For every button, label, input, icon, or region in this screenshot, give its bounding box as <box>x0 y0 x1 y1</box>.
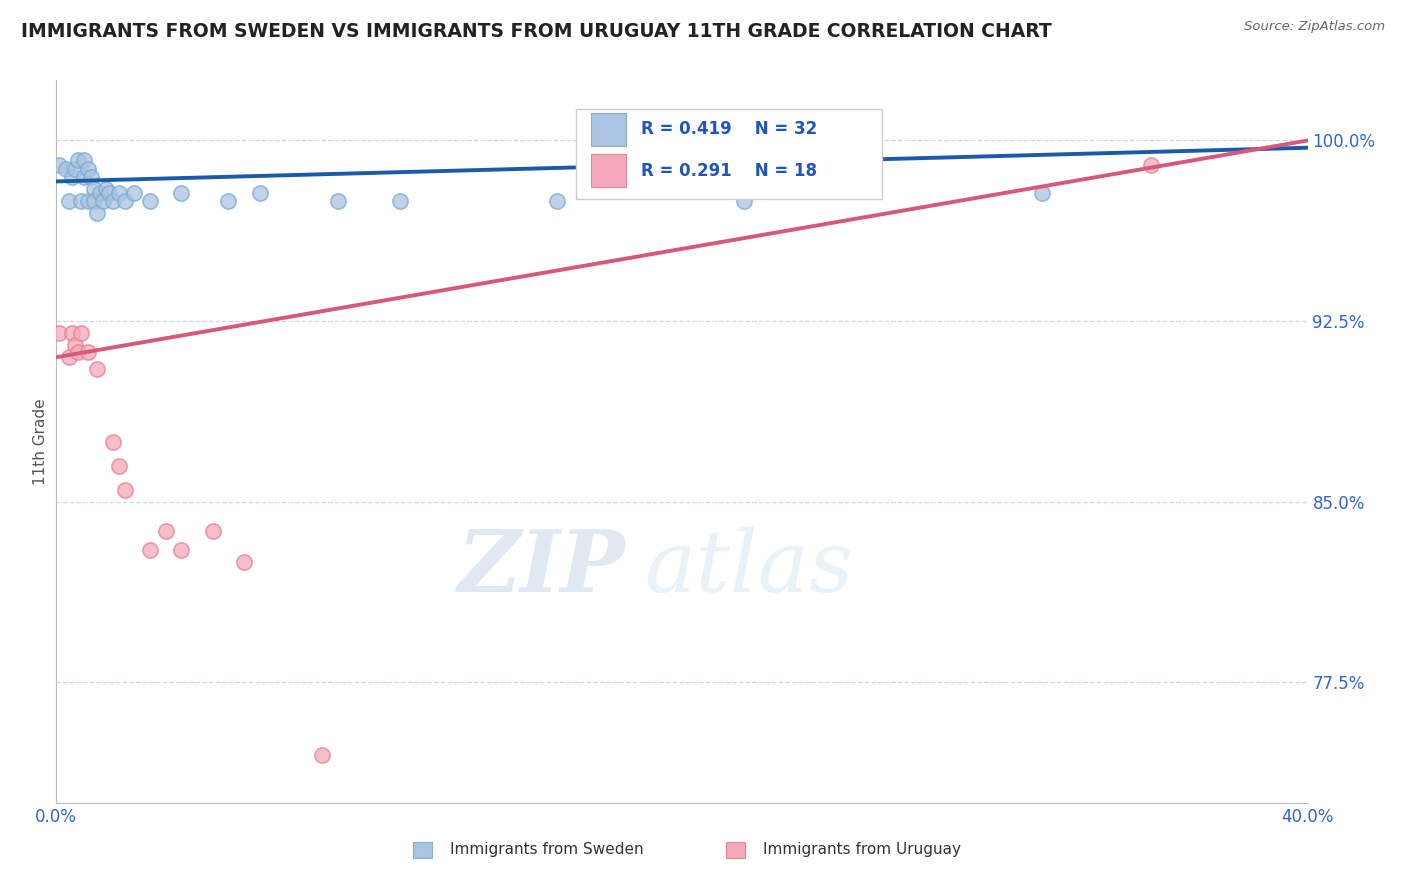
Point <box>76 162 98 177</box>
Point <box>73 169 96 184</box>
Point <box>101 194 124 208</box>
Point <box>139 194 162 208</box>
Point <box>79 169 101 184</box>
Text: ZIP: ZIP <box>458 526 626 610</box>
Point <box>170 186 193 201</box>
Text: R = 0.419    N = 32: R = 0.419 N = 32 <box>641 120 817 138</box>
Point <box>326 194 349 208</box>
Text: atlas: atlas <box>644 526 853 609</box>
Point <box>60 326 83 340</box>
Point <box>389 194 412 208</box>
Point <box>108 458 131 473</box>
Point <box>58 350 80 364</box>
Point <box>63 338 86 352</box>
Text: Source: ZipAtlas.com: Source: ZipAtlas.com <box>1244 20 1385 33</box>
Point <box>155 524 177 538</box>
Point <box>89 186 111 201</box>
Point <box>91 194 114 208</box>
Point <box>58 194 80 208</box>
Point <box>86 205 108 219</box>
Text: Immigrants from Uruguay: Immigrants from Uruguay <box>763 842 962 857</box>
Point <box>67 345 90 359</box>
Point <box>55 162 77 177</box>
Point <box>67 153 90 167</box>
Point <box>139 542 162 557</box>
Point <box>73 153 96 167</box>
FancyBboxPatch shape <box>575 109 882 200</box>
Bar <box>591 154 626 187</box>
Point <box>114 194 136 208</box>
Bar <box>413 842 432 858</box>
Point <box>170 542 193 557</box>
Text: R = 0.291    N = 18: R = 0.291 N = 18 <box>641 161 817 179</box>
Point <box>311 747 333 762</box>
Point <box>249 186 271 201</box>
Point <box>1031 186 1053 201</box>
Text: Immigrants from Sweden: Immigrants from Sweden <box>450 842 644 857</box>
Text: IMMIGRANTS FROM SWEDEN VS IMMIGRANTS FROM URUGUAY 11TH GRADE CORRELATION CHART: IMMIGRANTS FROM SWEDEN VS IMMIGRANTS FRO… <box>21 22 1052 41</box>
Point <box>546 194 568 208</box>
Point <box>96 181 118 195</box>
Point <box>63 162 86 177</box>
Point <box>70 194 93 208</box>
Bar <box>591 112 626 146</box>
Point <box>86 362 108 376</box>
Point <box>83 194 105 208</box>
Point <box>114 483 136 497</box>
Point <box>124 186 146 201</box>
Point <box>108 186 131 201</box>
Point <box>1140 157 1163 171</box>
Point <box>201 524 224 538</box>
Bar <box>725 842 745 858</box>
Point <box>76 345 98 359</box>
Point <box>48 157 70 171</box>
Point <box>734 194 756 208</box>
Point <box>76 194 98 208</box>
Point <box>83 181 105 195</box>
Point <box>70 326 93 340</box>
Point <box>233 555 256 569</box>
Point <box>98 186 121 201</box>
Point <box>101 434 124 449</box>
Point <box>60 169 83 184</box>
Y-axis label: 11th Grade: 11th Grade <box>32 398 48 485</box>
Point <box>48 326 70 340</box>
Point <box>217 194 239 208</box>
